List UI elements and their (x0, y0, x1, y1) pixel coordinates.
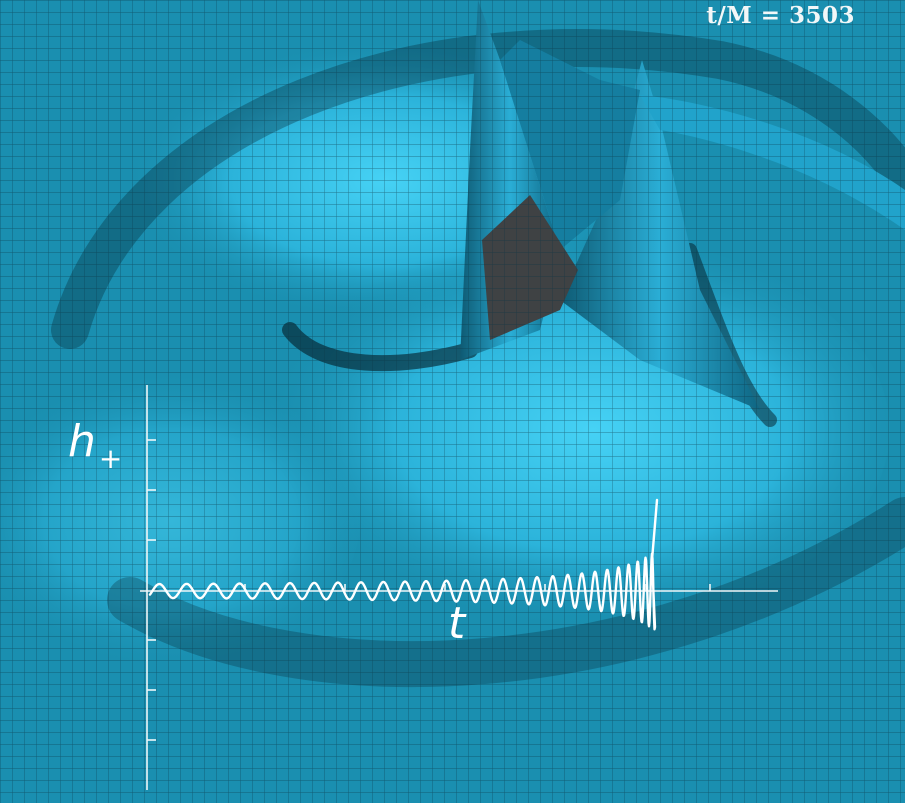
x-axis-label: t (448, 598, 466, 649)
y-axis-label-main: h (68, 416, 96, 467)
y-axis-label: h + (68, 420, 122, 473)
time-readout: t/M = 3503 (706, 2, 855, 29)
waveform-curve (148, 498, 659, 631)
y-axis-label-subscript: + (98, 442, 123, 475)
